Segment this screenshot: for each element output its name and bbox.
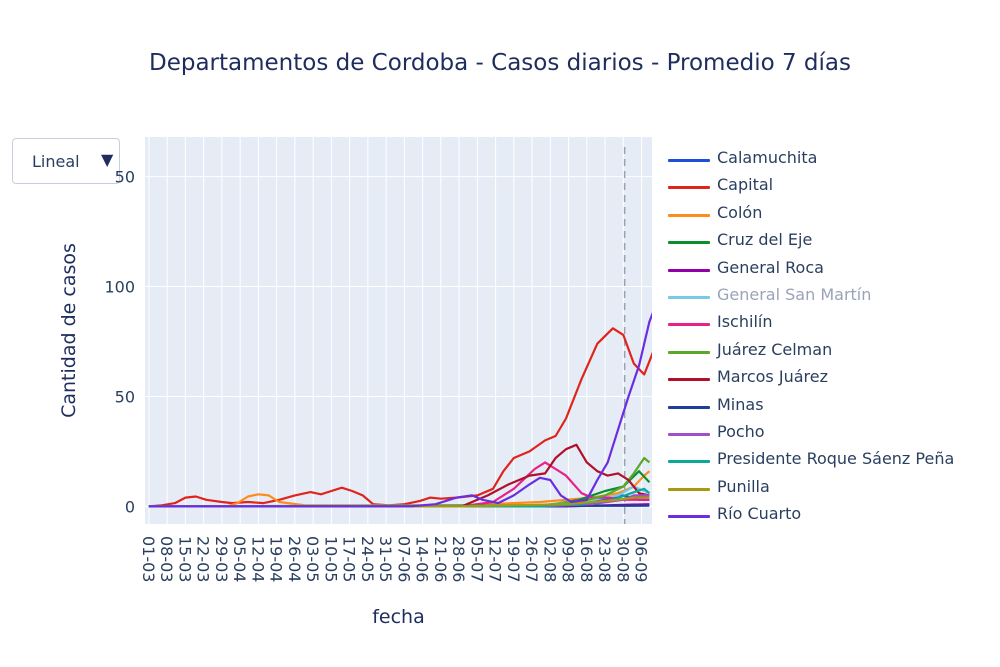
legend-item-general-san-martin[interactable]: General San Martín bbox=[668, 285, 998, 312]
x-tick-label: 19-07 bbox=[504, 536, 523, 583]
y-tick-label: 100 bbox=[104, 278, 135, 297]
x-tick-label: 03-05 bbox=[303, 536, 322, 583]
chevron-down-icon: ▼ bbox=[101, 150, 114, 169]
legend-swatch bbox=[668, 405, 710, 409]
legend-item-presidente-roque-saenz-pena[interactable]: Presidente Roque Sáenz Peña bbox=[668, 449, 998, 476]
legend-swatch bbox=[668, 241, 710, 245]
x-tick-label: 26-04 bbox=[285, 536, 304, 583]
series-line-punilla bbox=[148, 496, 650, 508]
legend-label: Capital bbox=[717, 175, 774, 195]
legend-label: Calamuchita bbox=[717, 148, 818, 167]
legend-swatch bbox=[668, 515, 710, 519]
legend-item-capital[interactable]: Capital bbox=[668, 175, 998, 202]
legend-label: General San Martín bbox=[717, 284, 872, 304]
x-tick-label: 12-07 bbox=[486, 536, 505, 583]
legend-swatch bbox=[668, 323, 710, 327]
x-tick-label: 21-06 bbox=[431, 536, 450, 583]
x-tick-label: 06-09 bbox=[632, 536, 651, 583]
legend-label: Punilla bbox=[717, 476, 770, 496]
scale-dropdown[interactable]: Lineal ▼ bbox=[12, 138, 120, 184]
x-tick-label: 17-05 bbox=[340, 536, 359, 583]
legend-item-marcos-juarez[interactable]: Marcos Juárez bbox=[668, 367, 998, 394]
legend-label: Minas bbox=[717, 394, 764, 414]
series-line-rio-cuarto bbox=[148, 312, 652, 508]
legend-label: Presidente Roque Sáenz Peña bbox=[717, 449, 955, 469]
x-tick-label: 26-07 bbox=[522, 536, 541, 583]
chart-title: Departamentos de Cordoba - Casos diarios… bbox=[148, 50, 851, 76]
y-tick-label: 50 bbox=[115, 168, 135, 187]
legend-swatch bbox=[668, 186, 710, 190]
legend-item-rio-cuarto[interactable]: Río Cuarto bbox=[668, 504, 998, 531]
legend-label: Marcos Juárez bbox=[717, 367, 828, 387]
legend-swatch bbox=[668, 432, 710, 436]
legend-item-pocho[interactable]: Pocho bbox=[668, 422, 998, 449]
x-tick-label: 10-05 bbox=[321, 536, 340, 583]
legend-swatch bbox=[668, 460, 710, 464]
legend-item-colon[interactable]: Colón bbox=[668, 203, 998, 230]
legend-label: Río Cuarto bbox=[717, 504, 802, 524]
x-tick-label: 23-08 bbox=[595, 536, 614, 583]
legend-item-minas[interactable]: Minas bbox=[668, 395, 998, 422]
series-line-marcos-juarez bbox=[148, 443, 650, 508]
x-tick-label: 28-06 bbox=[449, 536, 468, 583]
y-axis-label: Cantidad de casos bbox=[58, 243, 80, 418]
x-tick-label: 24-05 bbox=[358, 536, 377, 583]
legend-item-ischilin[interactable]: Ischilín bbox=[668, 312, 998, 339]
legend-swatch bbox=[668, 295, 710, 299]
x-tick-label: 08-03 bbox=[157, 536, 176, 583]
legend-label: Pocho bbox=[717, 421, 765, 441]
legend: Calamuchita Capital Colón Cruz del Eje Gener… bbox=[668, 148, 998, 531]
legend-swatch bbox=[668, 350, 710, 354]
legend-label: Juárez Celman bbox=[717, 339, 833, 359]
x-tick-label: 12-04 bbox=[248, 536, 267, 583]
x-tick-label: 22-03 bbox=[194, 536, 213, 583]
y-tick-label: 50 bbox=[115, 387, 135, 406]
x-tick-label: 07-06 bbox=[394, 536, 413, 583]
scale-dropdown-label: Lineal bbox=[32, 152, 80, 171]
x-axis-label: fecha bbox=[372, 606, 425, 628]
legend-label: Ischilín bbox=[717, 312, 773, 332]
x-tick-label: 09-08 bbox=[559, 536, 578, 583]
x-tick-label: 29-03 bbox=[212, 536, 231, 583]
legend-label: Cruz del Eje bbox=[717, 230, 813, 250]
legend-label: General Roca bbox=[717, 257, 824, 277]
x-tick-label: 05-07 bbox=[467, 536, 486, 583]
y-tick-label: 0 bbox=[125, 497, 135, 516]
x-tick-label: 02-08 bbox=[540, 536, 559, 583]
x-tick-label: 14-06 bbox=[413, 536, 432, 583]
x-tick-label: 31-05 bbox=[376, 536, 395, 583]
legend-item-calamuchita[interactable]: Calamuchita bbox=[668, 148, 998, 175]
legend-item-cruz-del-eje[interactable]: Cruz del Eje bbox=[668, 230, 998, 257]
x-tick-label: 16-08 bbox=[577, 536, 596, 583]
x-tick-label: 01-03 bbox=[139, 536, 158, 583]
legend-swatch bbox=[668, 159, 710, 162]
x-tick-label: 30-08 bbox=[613, 536, 632, 583]
plot-background bbox=[145, 137, 652, 524]
legend-swatch bbox=[668, 378, 710, 382]
x-tick-label: 05-04 bbox=[230, 536, 249, 583]
legend-item-juarez-celman[interactable]: Juárez Celman bbox=[668, 340, 998, 367]
legend-label: Colón bbox=[717, 202, 763, 222]
legend-item-punilla[interactable]: Punilla bbox=[668, 477, 998, 504]
x-tick-label: 15-03 bbox=[175, 536, 194, 583]
legend-swatch bbox=[668, 487, 710, 491]
legend-swatch bbox=[668, 268, 710, 272]
x-tick-label: 19-04 bbox=[267, 536, 286, 583]
legend-swatch bbox=[668, 213, 710, 217]
legend-item-general-roca[interactable]: General Roca bbox=[668, 258, 998, 285]
